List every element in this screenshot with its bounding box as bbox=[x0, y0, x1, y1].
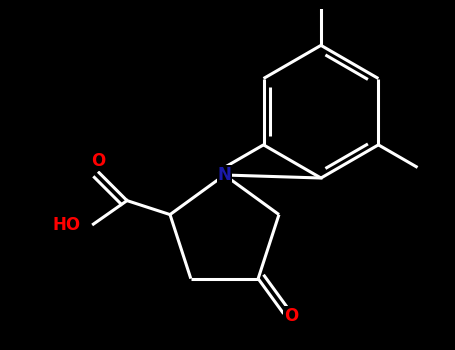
Text: N: N bbox=[217, 166, 232, 184]
Text: O: O bbox=[91, 152, 105, 170]
Text: HO: HO bbox=[52, 216, 80, 235]
Text: O: O bbox=[284, 307, 298, 325]
